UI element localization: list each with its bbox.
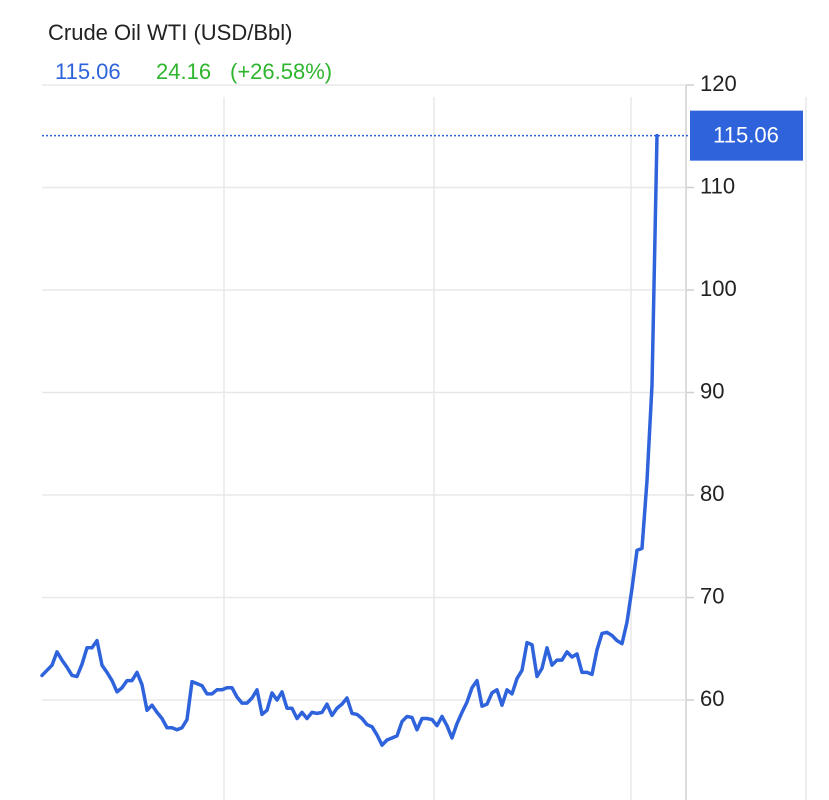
chart-title: Crude Oil WTI (USD/Bbl) [48, 20, 292, 45]
vertical-grid [223, 97, 807, 800]
price-line [40, 133, 659, 747]
price-change: 24.16 [156, 59, 211, 84]
last-price-badge-label: 115.06 [713, 122, 779, 147]
y-tick-label: 80 [700, 481, 724, 506]
last-price-badge [690, 110, 803, 161]
y-tick-label: 60 [700, 686, 724, 711]
y-tick-label: 120 [700, 71, 737, 96]
price-change-percent: (+26.58%) [230, 59, 332, 84]
y-tick-label: 90 [700, 378, 724, 403]
y-tick-label: 70 [700, 583, 724, 608]
last-price: 115.06 [55, 59, 121, 84]
y-tick-label: 110 [700, 173, 735, 198]
y-tick-label: 100 [700, 276, 737, 301]
